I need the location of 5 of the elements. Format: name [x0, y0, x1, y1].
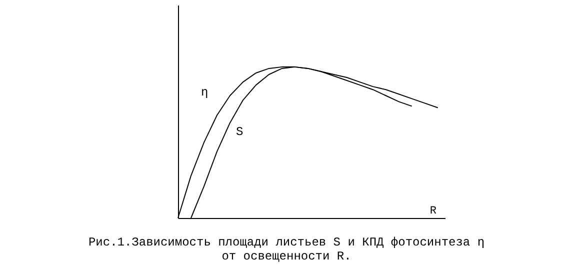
text: Рис.1.Зависимость площади листьев S и КПД фотосинтеза η: [88, 236, 485, 250]
series-label: S: [236, 124, 244, 139]
series-label: η: [200, 85, 208, 100]
text: от освещенности R.: [222, 250, 352, 264]
x-axis-title: R: [430, 206, 437, 218]
